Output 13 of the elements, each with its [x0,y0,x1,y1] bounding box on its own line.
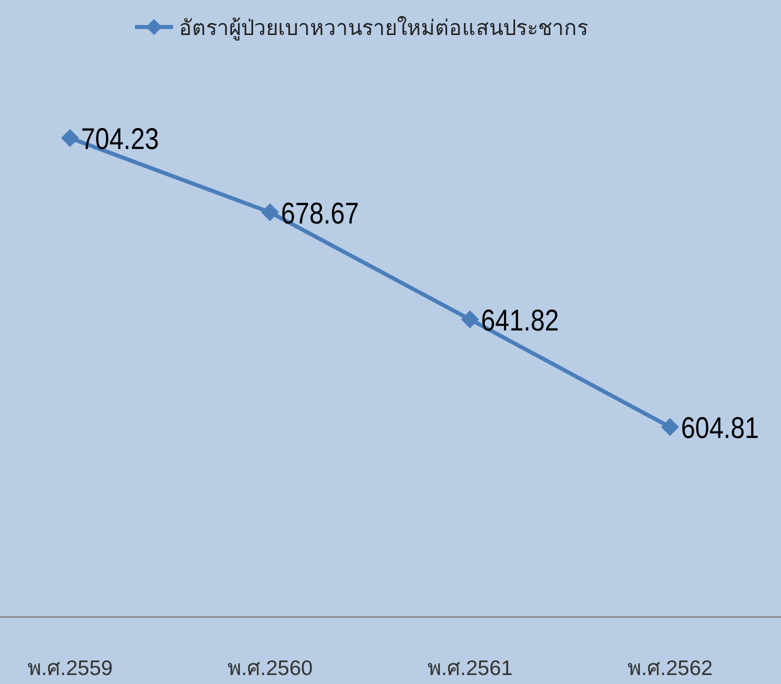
data-label: 704.23 [81,122,159,156]
data-label: 678.67 [281,196,359,230]
point [261,203,279,222]
point [661,418,679,436]
point [461,310,479,328]
x-tick-label: พ.ศ.2561 [427,657,513,680]
x-tick-label: พ.ศ.2559 [27,657,113,680]
data-label: 604.81 [681,411,759,444]
x-tick-label: พ.ศ.2560 [227,657,313,680]
legend-label: อัตราผู้ป่วยเบาหวานรายใหม่ต่อแสนประชากร [179,16,588,41]
data-label: 641.82 [481,303,559,337]
x-tick-label: พ.ศ.2562 [627,657,713,680]
point [61,129,79,147]
